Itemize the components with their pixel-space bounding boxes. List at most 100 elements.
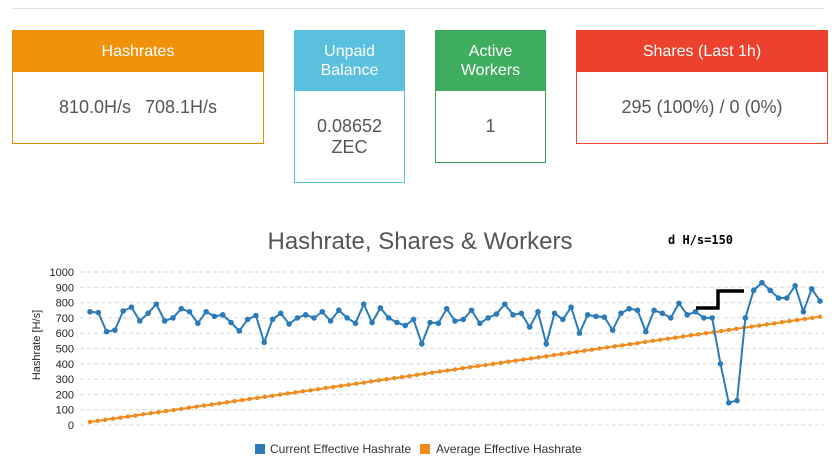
data-point [493,311,500,317]
data-point [443,305,450,312]
data-point [749,324,754,329]
annotation-text: d H/s=150 [668,233,733,247]
data-point [642,339,648,345]
data-point [597,346,602,351]
data-point [120,308,126,314]
hashrates-panel: Hashrates 810.0H/s 708.1H/s [12,30,264,144]
data-point [384,377,389,382]
y-tick-label: 500 [56,344,74,356]
data-point [346,382,351,387]
data-point [667,315,674,321]
data-point [161,318,168,324]
data-point [445,368,450,373]
data-point [369,319,375,326]
data-point [338,383,344,389]
data-point [612,344,617,349]
data-point [344,315,350,321]
data-point [589,347,595,352]
data-point [692,308,699,315]
data-point [756,323,762,328]
data-point [659,310,666,317]
y-tick-label: 200 [56,389,74,401]
data-point [808,286,815,292]
data-point [726,327,731,333]
y-tick-label: 0 [68,420,74,432]
data-point [125,414,131,419]
data-point [759,279,765,286]
data-point [95,418,100,424]
data-point [195,320,201,327]
data-point [255,395,260,401]
data-point [377,305,384,311]
data-point [95,309,102,316]
data-point [277,392,283,397]
data-point [510,312,516,318]
data-point [764,322,769,327]
data-point [414,372,420,378]
y-axis-ticks: 0 100 200 300 400 500 600 700 800 900 1000 [50,267,74,432]
data-point [551,352,557,358]
y-tick-label: 700 [56,313,74,325]
data-point [201,403,207,408]
data-point [232,398,237,404]
data-point [506,359,511,364]
data-point [568,304,574,310]
data-point [302,312,309,318]
chart-grid [80,271,824,426]
data-point [110,416,116,421]
shares-value: 295 (100%) / 0 (0%) [621,97,783,117]
data-point [468,364,473,370]
data-point [501,301,508,307]
data-point [261,339,268,346]
data-point [87,419,93,425]
data-point [468,307,475,314]
hashrate-chart: Hashrate, Shares & Workers d H/s=150 0 10… [31,228,824,456]
data-point [576,330,583,336]
data-point [620,343,625,348]
data-point [253,312,259,319]
data-point [750,287,757,294]
data-point [219,312,226,318]
data-point [353,381,359,386]
y-tick-label: 100 [56,405,74,417]
data-point [688,333,693,338]
data-point [604,345,610,350]
data-point [734,397,740,404]
data-point [294,315,301,321]
data-point [673,335,678,340]
data-point [228,319,234,326]
data-point [327,318,334,324]
data-point [419,341,425,347]
data-point [422,371,427,376]
data-point [103,328,110,335]
data-point [584,312,591,318]
data-point [239,397,245,403]
data-point [734,326,739,331]
data-point [779,319,785,325]
data-point [163,408,169,414]
data-point [703,331,709,336]
data-point [203,308,209,315]
hashrates-title: Hashrates [13,31,263,72]
active-workers-panel: Active Workers 1 [435,30,546,163]
data-point [308,388,313,393]
data-point [118,415,123,420]
legend-label-current: Current Effective Hashrate [270,442,412,456]
hashrates-value: 810.0H/s 708.1H/s [13,72,263,143]
data-point [224,400,230,405]
data-point [609,327,616,333]
data-point [179,406,184,412]
y-tick-label: 800 [56,298,74,310]
data-point [601,314,608,320]
data-point [369,379,374,384]
top-divider [12,8,824,9]
data-point [429,370,435,375]
data-point [153,301,160,307]
data-point [194,404,199,409]
data-point [767,287,774,294]
data-point [186,405,192,410]
data-point [460,366,465,371]
data-point [725,400,732,406]
data-point [136,318,143,324]
data-point [544,354,549,359]
